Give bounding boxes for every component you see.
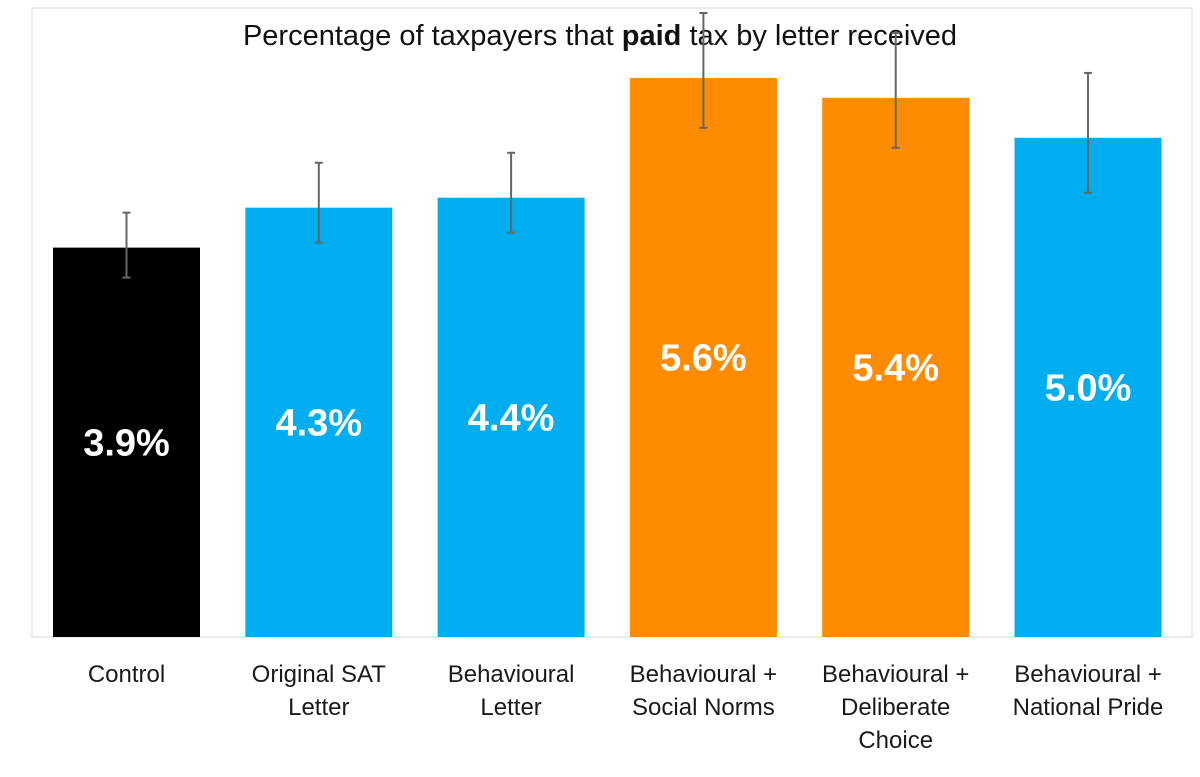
error-bars-group — [122, 11, 1092, 279]
bar — [822, 97, 970, 638]
category-label: Behavioural + Social Norms — [630, 661, 777, 721]
category-label: Behavioural + Deliberate Choice — [822, 661, 969, 754]
value-labels-group: 3.9% 4.3% 4.4% 5.6% 5.4% 5.0% — [83, 337, 1131, 464]
bar — [1014, 137, 1162, 638]
category-label-line: National Pride — [1013, 694, 1164, 721]
category-label-line: Letter — [480, 694, 541, 721]
bar-value-label: 4.3% — [275, 402, 362, 444]
category-label-line: Letter — [288, 694, 349, 721]
chart-title-bold-part: paid — [622, 20, 682, 52]
category-label: Control — [88, 661, 165, 688]
category-label-line: Control — [88, 661, 165, 688]
bar-value-label: 5.0% — [1045, 367, 1132, 409]
category-label-line: Deliberate — [841, 694, 950, 721]
bar — [53, 247, 200, 637]
category-label-line: Behavioural + — [822, 661, 969, 688]
chart-title-part: Percentage of taxpayers that — [243, 20, 622, 52]
bars-group — [53, 77, 1162, 638]
category-label-line: Behavioural — [448, 661, 575, 688]
bar-value-label: 5.6% — [660, 337, 747, 379]
bar-value-label: 4.4% — [468, 397, 555, 439]
bar-value-label: 3.9% — [83, 422, 170, 464]
chart-title-part: tax by letter received — [681, 20, 957, 52]
category-label-line: Social Norms — [632, 694, 775, 721]
category-label: Original SAT Letter — [252, 661, 387, 721]
category-label-line: Behavioural + — [1014, 661, 1161, 688]
plot-area-border — [31, 7, 1193, 638]
category-label-line: Original SAT — [252, 661, 387, 688]
category-label-line: Choice — [858, 727, 933, 754]
bar — [437, 197, 585, 637]
category-label-line: Behavioural + — [630, 661, 777, 688]
bar — [629, 77, 777, 637]
bar-value-label: 5.4% — [852, 347, 939, 389]
chart-title: Percentage of taxpayers that paid tax by… — [243, 20, 957, 52]
category-labels-group: Control Original SAT Letter Behavioural Lett… — [88, 661, 1164, 754]
category-label: Behavioural Letter — [448, 661, 575, 721]
bar — [245, 207, 393, 637]
category-label: Behavioural + National Pride — [1013, 661, 1164, 721]
